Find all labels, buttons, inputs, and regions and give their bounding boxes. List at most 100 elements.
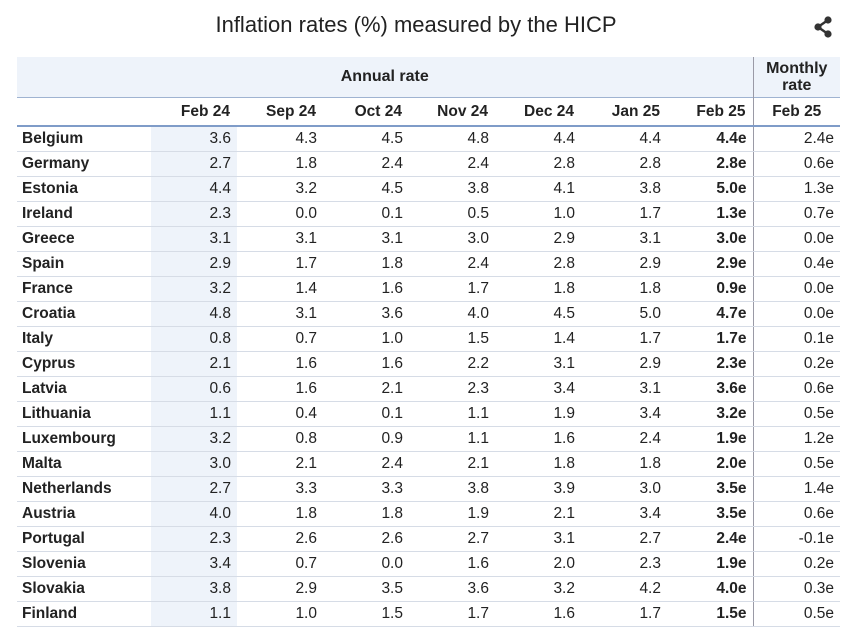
annual-rate-cell: 2.9 — [237, 576, 323, 602]
table-row: Latvia 0.6 1.6 2.1 2.3 3.4 3.1 3.6e 0.6e — [17, 376, 841, 402]
monthly-rate-cell: 0.0e — [752, 301, 841, 327]
annual-rate-cell: 3.2 — [151, 276, 237, 302]
annual-rate-cell: 4.0e — [667, 576, 754, 602]
column-header: Sep 24 — [237, 97, 323, 127]
annual-rate-cell: 1.6 — [323, 276, 409, 302]
annual-rate-cell: 3.6 — [323, 301, 409, 327]
share-icon[interactable] — [812, 16, 834, 38]
annual-rate-cell: 1.9 — [409, 501, 495, 527]
country-name: Cyprus — [17, 351, 151, 377]
table-row: Croatia 4.8 3.1 3.6 4.0 4.5 5.0 4.7e 0.0e — [17, 301, 841, 327]
column-header: Dec 24 — [495, 97, 581, 127]
annual-rate-cell: 1.5 — [409, 326, 495, 352]
annual-rate-cell: 1.4 — [237, 276, 323, 302]
annual-rate-cell: 1.0 — [495, 201, 581, 227]
annual-rate-cell: 4.4 — [581, 126, 667, 152]
monthly-rate-cell: 0.3e — [752, 576, 841, 602]
monthly-rate-cell: 0.6e — [752, 501, 841, 527]
country-name: Portugal — [17, 526, 151, 552]
annual-rate-cell: 3.1 — [581, 376, 667, 402]
monthly-rate-header-line1: Monthly — [766, 60, 828, 77]
country-name: Ireland — [17, 201, 151, 227]
annual-rate-cell: 2.3e — [667, 351, 754, 377]
country-name: Netherlands — [17, 476, 151, 502]
annual-rate-cell: 1.7 — [237, 251, 323, 277]
annual-rate-cell: 2.2 — [409, 351, 495, 377]
column-header: Jan 25 — [581, 97, 667, 127]
annual-rate-cell: 2.7 — [151, 476, 237, 502]
monthly-rate-cell: 0.7e — [752, 201, 841, 227]
annual-rate-cell: 4.4 — [495, 126, 581, 152]
annual-rate-cell: 1.6 — [495, 426, 581, 452]
country-name: Slovakia — [17, 576, 151, 602]
annual-rate-cell: 3.1 — [151, 226, 237, 252]
country-name: Belgium — [17, 126, 151, 152]
monthly-rate-header: Monthly rate — [753, 57, 841, 98]
country-name: Germany — [17, 151, 151, 177]
column-header: Oct 24 — [323, 97, 409, 127]
annual-rate-cell: 3.0 — [409, 226, 495, 252]
annual-rate-cell: 1.6 — [409, 551, 495, 577]
annual-rate-cell: 4.3 — [237, 126, 323, 152]
annual-rate-cell: 3.1 — [495, 526, 581, 552]
annual-rate-cell: 4.8 — [151, 301, 237, 327]
annual-rate-cell: 4.5 — [323, 126, 409, 152]
annual-rate-cell: 0.5 — [409, 201, 495, 227]
annual-rate-cell: 1.8 — [495, 276, 581, 302]
table-row: Spain 2.9 1.7 1.8 2.4 2.8 2.9 2.9e 0.4e — [17, 251, 841, 277]
annual-rate-cell: 3.3 — [323, 476, 409, 502]
monthly-rate-cell: 1.4e — [752, 476, 841, 502]
annual-rate-cell: 3.8 — [581, 176, 667, 202]
annual-rate-cell: 3.6 — [409, 576, 495, 602]
country-name: Estonia — [17, 176, 151, 202]
annual-rate-cell: 3.2 — [495, 576, 581, 602]
annual-rate-cell: 3.2 — [151, 426, 237, 452]
annual-rate-cell: 3.1 — [237, 226, 323, 252]
country-name: Malta — [17, 451, 151, 477]
monthly-rate-cell: 0.0e — [752, 276, 841, 302]
annual-rate-cell: 1.0 — [237, 601, 323, 627]
annual-rate-cell: 2.1 — [237, 451, 323, 477]
annual-rate-cell: 2.9 — [495, 226, 581, 252]
annual-rate-cell: 3.2e — [667, 401, 754, 427]
annual-rate-cell: 1.4 — [495, 326, 581, 352]
annual-rate-cell: 1.0 — [323, 326, 409, 352]
annual-rate-cell: 1.8 — [495, 451, 581, 477]
annual-rate-cell: 3.1 — [323, 226, 409, 252]
annual-rate-cell: 2.1 — [495, 501, 581, 527]
annual-rate-cell: 3.8 — [409, 476, 495, 502]
annual-rate-cell: 2.9 — [581, 251, 667, 277]
annual-rate-cell: 0.9e — [667, 276, 754, 302]
annual-rate-cell: 0.6 — [151, 376, 237, 402]
table-row: Netherlands 2.7 3.3 3.3 3.8 3.9 3.0 3.5e 1.4e — [17, 476, 841, 502]
annual-rate-cell: 0.0 — [237, 201, 323, 227]
annual-rate-cell: 1.7e — [667, 326, 754, 352]
annual-rate-cell: 2.4 — [409, 151, 495, 177]
annual-rate-cell: 3.0 — [581, 476, 667, 502]
monthly-rate-cell: 0.2e — [752, 551, 841, 577]
annual-rate-cell: 1.8 — [581, 276, 667, 302]
monthly-rate-cell: 0.1e — [752, 326, 841, 352]
country-name: Finland — [17, 601, 151, 627]
table-row: France 3.2 1.4 1.6 1.7 1.8 1.8 0.9e 0.0e — [17, 276, 841, 302]
annual-rate-cell: 0.9 — [323, 426, 409, 452]
annual-rate-cell: 3.8 — [151, 576, 237, 602]
monthly-rate-cell: 0.5e — [752, 401, 841, 427]
annual-rate-cell: 1.6 — [237, 376, 323, 402]
annual-rate-cell: 1.7 — [581, 601, 667, 627]
annual-rate-cell: 3.9 — [495, 476, 581, 502]
table-row: Ireland 2.3 0.0 0.1 0.5 1.0 1.7 1.3e 0.7e — [17, 201, 841, 227]
annual-rate-cell: 3.0 — [151, 451, 237, 477]
annual-rate-header: Annual rate — [17, 57, 754, 98]
country-name: Croatia — [17, 301, 151, 327]
annual-rate-cell: 1.9e — [667, 551, 754, 577]
annual-rate-cell: 1.7 — [581, 201, 667, 227]
column-header: Nov 24 — [409, 97, 495, 127]
annual-rate-cell: 1.8 — [237, 151, 323, 177]
annual-rate-cell: 2.4 — [581, 426, 667, 452]
annual-rate-cell: 2.4 — [323, 451, 409, 477]
annual-rate-cell: 4.5 — [323, 176, 409, 202]
monthly-rate-header-line2: rate — [782, 77, 812, 94]
monthly-rate-cell: 0.4e — [752, 251, 841, 277]
annual-rate-cell: 3.6 — [151, 126, 237, 152]
